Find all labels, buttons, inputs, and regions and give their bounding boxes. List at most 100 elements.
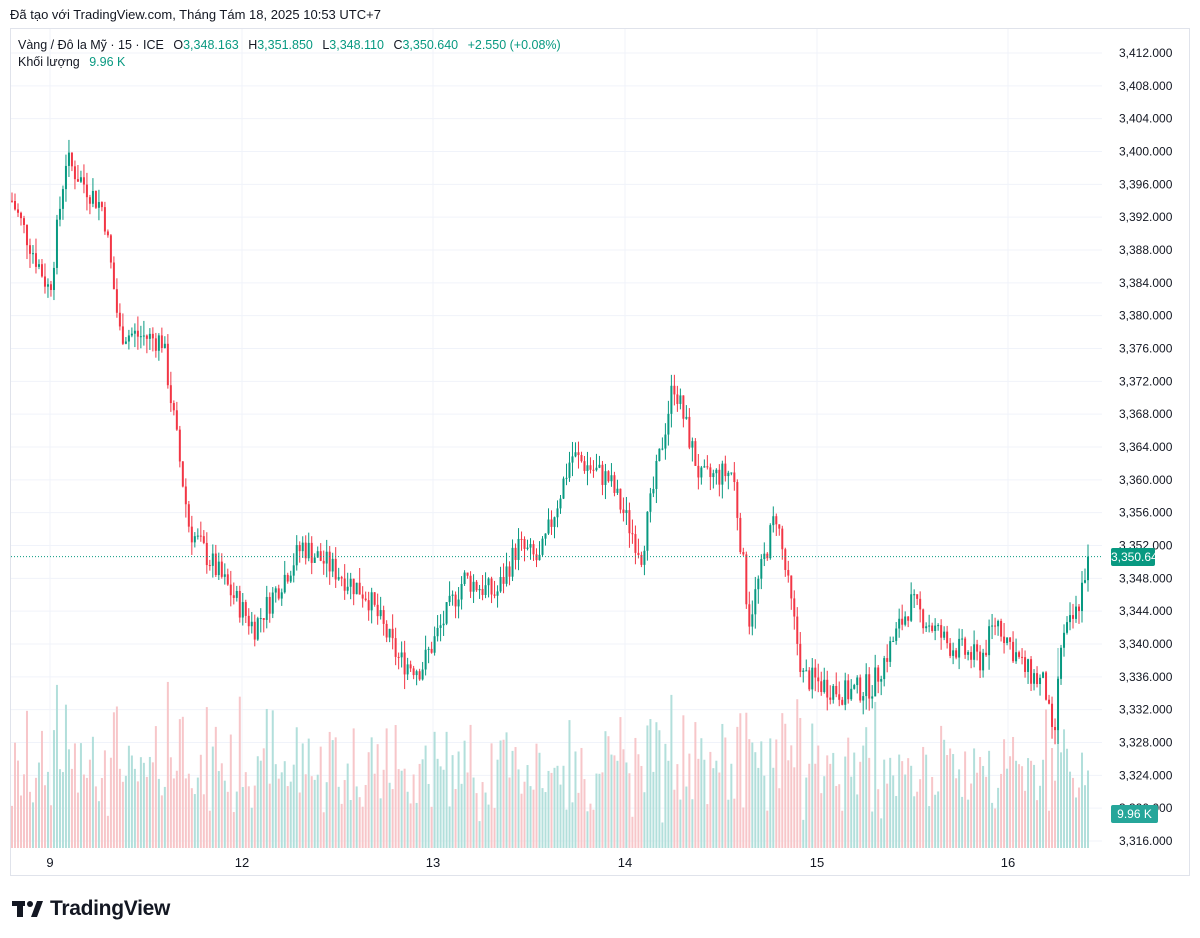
volume-bar [979, 756, 982, 848]
candle-body [196, 535, 199, 537]
candle-body [628, 510, 631, 534]
volume-bar [157, 778, 160, 848]
candle-body [355, 582, 358, 595]
volume-bar [583, 779, 586, 848]
candle-body [892, 640, 895, 642]
candle-body [727, 472, 730, 477]
candle-body [547, 519, 550, 534]
volume-bar [571, 802, 574, 848]
y-tick-label: 3,332.000 [1119, 703, 1173, 717]
candle-body [877, 667, 880, 682]
candle-body [340, 577, 343, 579]
volume-bar [238, 696, 241, 848]
candle-body [322, 560, 325, 564]
candle-body [295, 545, 298, 566]
candle-body [607, 471, 610, 482]
volume-bar [151, 762, 154, 848]
candle-body [847, 680, 850, 700]
volume-bar [319, 746, 322, 848]
volume-bar [667, 760, 670, 848]
volume-bar [835, 785, 838, 848]
candle-body [823, 679, 826, 693]
candle-body [1060, 647, 1063, 679]
volume-bar [607, 736, 610, 848]
candle-body [826, 679, 829, 698]
volume-bar [1054, 780, 1057, 848]
volume-bar [997, 787, 1000, 848]
volume-bar [55, 684, 58, 848]
candle-body [1066, 622, 1069, 633]
candle-body [283, 574, 286, 593]
candle-body [418, 671, 421, 680]
volume-bar [766, 810, 769, 848]
candle-body [817, 677, 820, 682]
candle-body [274, 588, 277, 593]
candle-body [292, 565, 295, 576]
volume-bar [220, 763, 223, 848]
y-tick-label: 3,400.000 [1119, 145, 1173, 159]
candle-body [661, 448, 664, 450]
last-price-badge: 3,350.640 [1111, 548, 1165, 566]
candle-body [199, 535, 202, 537]
candle-body [235, 590, 238, 598]
y-tick-label: 3,380.000 [1119, 309, 1173, 323]
candle-body [11, 200, 13, 202]
candle-body [526, 547, 529, 549]
candle-body [205, 542, 208, 566]
candle-body [328, 551, 331, 572]
candle-body [1063, 632, 1066, 648]
volume-bar [295, 727, 298, 848]
candle-body [244, 602, 247, 616]
candle-body [1018, 652, 1021, 657]
candle-body [187, 504, 190, 527]
volume-bar [484, 792, 487, 848]
candle-body [178, 429, 181, 462]
volume-bar [1057, 648, 1060, 848]
candle-body [919, 598, 922, 610]
candle-body [424, 649, 427, 670]
volume-bar [445, 731, 448, 848]
candle-body [478, 588, 481, 591]
candle-body [745, 554, 748, 605]
volume-bar [61, 772, 64, 848]
volume-bar [829, 763, 832, 848]
volume-bar [559, 784, 562, 848]
y-tick-label: 3,404.000 [1119, 112, 1173, 126]
volume-bar [511, 750, 514, 848]
candle-body [865, 674, 868, 697]
tradingview-logo[interactable]: TradingView [12, 897, 170, 921]
candle-body [679, 395, 682, 404]
candle-body [883, 658, 886, 680]
volume-bar [553, 767, 556, 848]
candle-body [163, 343, 166, 349]
candle-body [769, 525, 772, 559]
volume-bar [397, 769, 400, 848]
candle-body [955, 650, 958, 658]
candle-body [190, 526, 193, 543]
candle-body [439, 625, 442, 628]
candle-body [361, 594, 364, 599]
volume-bar [742, 807, 745, 848]
candle-body [301, 542, 304, 552]
candle-body [451, 594, 454, 596]
y-tick-label: 3,368.000 [1119, 407, 1173, 421]
candle-body [409, 664, 412, 669]
volume-bar [40, 730, 43, 848]
candle-body [694, 441, 697, 466]
candle-body [898, 618, 901, 629]
candle-body [403, 652, 406, 675]
candle-body [733, 472, 736, 483]
candle-body [358, 582, 361, 595]
candle-body [151, 333, 154, 339]
volume-bar [187, 773, 190, 848]
candle-body [640, 554, 643, 565]
candle-body [973, 644, 976, 660]
volume-bar [931, 776, 934, 848]
candle-body [16, 209, 19, 213]
candle-body [676, 394, 679, 404]
candle-body [916, 594, 919, 599]
volume-bar [1066, 748, 1069, 848]
volume-bar [127, 745, 130, 848]
volume-bar [325, 782, 328, 848]
